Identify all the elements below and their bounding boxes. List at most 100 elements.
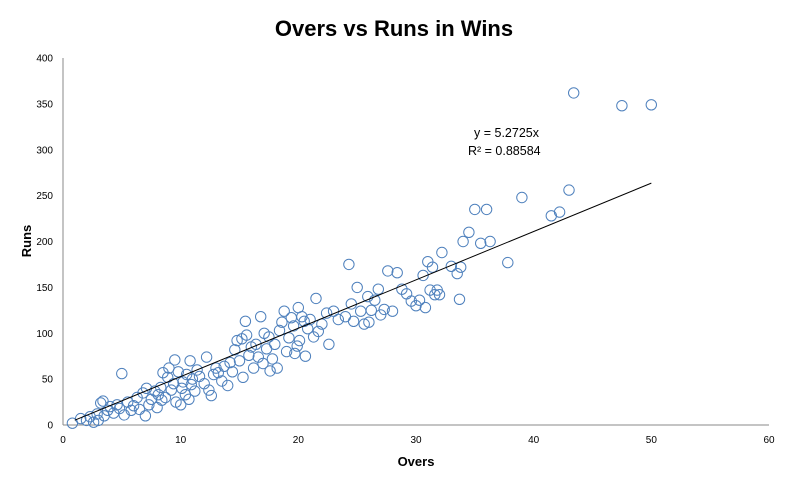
y-tick-label: 250 [36, 191, 53, 202]
data-point [203, 384, 215, 396]
data-point [355, 305, 367, 317]
plot-area: 0 50 100 150 200 250 300 350 400 0 10 20 30 40 50 60 [36, 54, 775, 447]
data-point [162, 371, 174, 383]
y-axis-label: Runs [19, 225, 34, 258]
data-point [369, 294, 381, 306]
data-point [645, 99, 657, 111]
data-point [386, 305, 399, 317]
data-point [175, 399, 187, 411]
trendline-equation: y = 5.2725x [474, 126, 540, 140]
data-point [457, 235, 469, 248]
data-point [255, 311, 267, 323]
data-point [291, 340, 303, 352]
data-point [139, 410, 152, 422]
x-tick-label: 10 [175, 435, 187, 446]
data-point [186, 373, 199, 385]
y-tick-label: 400 [36, 54, 53, 65]
data-point [310, 292, 322, 305]
data-point [75, 412, 87, 425]
data-point [469, 203, 481, 216]
data-point [563, 184, 575, 196]
data-point [222, 379, 234, 392]
x-axis-label: Overs [398, 454, 435, 469]
data-point [116, 367, 128, 380]
data-point [362, 290, 374, 303]
data-point [375, 309, 387, 321]
y-tick-label: 50 [42, 375, 54, 386]
data-point [463, 226, 475, 239]
data-point [179, 389, 192, 401]
data-point [183, 393, 195, 405]
data-point [193, 370, 206, 383]
data-point [298, 315, 310, 327]
data-point [226, 366, 239, 378]
data-point [91, 408, 103, 420]
y-tick-label: 350 [36, 99, 53, 110]
data-point [419, 301, 432, 314]
data-point [218, 360, 230, 372]
data-point [339, 311, 352, 323]
data-point [216, 375, 228, 387]
data-point [231, 334, 243, 347]
data-point [185, 378, 198, 391]
data-point [212, 367, 225, 379]
data-point [149, 385, 161, 397]
data-point [247, 362, 260, 374]
data-point [391, 267, 403, 279]
data-point [351, 281, 363, 294]
data-point [433, 289, 446, 301]
x-tick-label: 30 [410, 435, 422, 446]
data-point [102, 404, 114, 416]
y-tick-label: 300 [36, 145, 53, 156]
data-point [189, 385, 201, 397]
x-tick-labels: 0 10 20 30 40 50 60 [60, 435, 775, 446]
data-point [87, 416, 100, 428]
y-tick-label: 150 [36, 283, 53, 294]
data-point [502, 256, 514, 269]
data-point [343, 258, 355, 271]
data-point [143, 399, 155, 411]
data-point [616, 100, 628, 112]
data-point [224, 356, 236, 369]
data-point [127, 400, 140, 412]
data-point [413, 294, 426, 306]
data-point [436, 246, 448, 259]
data-point [266, 353, 279, 365]
data-point [455, 261, 467, 273]
data-point [240, 329, 253, 341]
data-point [332, 313, 344, 326]
data-point [191, 364, 203, 376]
data-point [453, 293, 466, 305]
data-point [271, 362, 283, 374]
data-point [553, 206, 566, 218]
data-point [312, 325, 324, 338]
data-point [347, 315, 360, 327]
data-point [122, 396, 134, 408]
data-point [484, 235, 496, 248]
data-point [159, 391, 172, 404]
x-tick-label: 40 [528, 435, 540, 446]
data-point [200, 351, 213, 363]
data-point [263, 331, 275, 343]
y-tick-labels: 0 50 100 150 200 250 300 350 400 [36, 54, 53, 432]
data-point [172, 366, 185, 378]
data-point [382, 265, 394, 277]
data-point [358, 318, 370, 330]
x-tick-label: 20 [293, 435, 305, 446]
data-point [293, 334, 306, 347]
data-point [260, 343, 273, 355]
data-point [229, 344, 241, 356]
x-tick-label: 0 [60, 435, 66, 446]
data-point [233, 355, 246, 367]
data-point [264, 365, 276, 377]
data-point [320, 307, 333, 319]
data-point [451, 267, 463, 280]
x-tick-label: 60 [763, 435, 775, 446]
data-point [299, 350, 312, 362]
data-point [92, 414, 105, 427]
data-point [475, 237, 487, 250]
data-point [269, 338, 281, 350]
data-point [276, 316, 288, 328]
y-tick-label: 100 [36, 329, 53, 340]
